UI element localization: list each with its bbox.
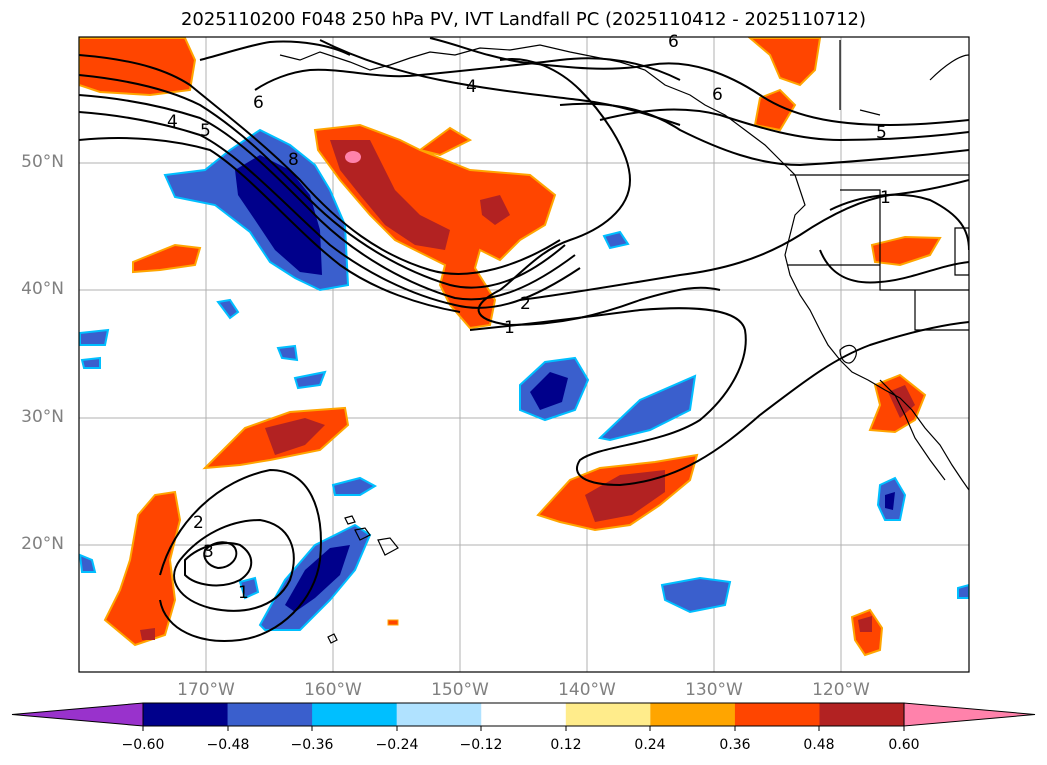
lat-label-30n: 30°N (21, 407, 64, 427)
colorbar-tick: −0.48 (206, 737, 250, 753)
lat-label-20n: 20°N (21, 534, 64, 554)
colorbar-swatch (565, 703, 651, 726)
contour-label: 1 (504, 318, 515, 338)
map-frame (78, 36, 970, 673)
pv-contours (79, 37, 969, 642)
fill-strong-north (330, 140, 450, 250)
contour-label: 1 (880, 188, 891, 208)
lon-label-150w: 150°W (431, 680, 489, 700)
contour-labels: 4 5 6 8 4 6 5 1 2 1 2 3 1 6 (167, 32, 891, 603)
colorbar-swatch (650, 703, 736, 726)
contour-label: 2 (520, 294, 531, 314)
lon-label-170w: 170°W (177, 680, 235, 700)
contour-label: 8 (288, 150, 299, 170)
lat-label-50n: 50°N (21, 152, 64, 172)
contour-label: 6 (712, 85, 723, 105)
colorbar-swatch (227, 703, 313, 726)
fill-strong-negative-nw (235, 155, 322, 275)
colorbar-extend-min (11, 702, 144, 727)
colorbar-tick: 0.12 (550, 737, 582, 753)
contour-label: 3 (203, 542, 214, 562)
colorbar-tick: −0.12 (459, 737, 503, 753)
colorbar-swatch (312, 703, 398, 726)
colorbar-swatch (396, 703, 482, 726)
lon-label-130w: 130°W (685, 680, 743, 700)
contour-label: 1 (238, 583, 249, 603)
contour-label: 6 (253, 93, 264, 113)
lon-label-160w: 160°W (304, 680, 362, 700)
colorbar-tick: 0.24 (634, 737, 666, 753)
contour-label: 6 (668, 32, 679, 52)
contour-label: 2 (193, 513, 204, 533)
lon-label-140w: 140°W (558, 680, 616, 700)
map-title: 2025110200 F048 250 hPa PV, IVT Landfall… (180, 9, 867, 30)
coastlines (279, 40, 969, 644)
lon-label-120w: 120°W (812, 680, 870, 700)
contour-label: 5 (876, 123, 887, 143)
contour-label: 4 (167, 112, 178, 132)
colorbar-tick: 0.60 (888, 737, 920, 753)
colorbar-swatch (819, 703, 905, 726)
colorbar-swatch (734, 703, 820, 726)
colorbar-tick: 0.36 (719, 737, 751, 753)
anomaly-fills (79, 37, 969, 657)
contour-label: 5 (200, 121, 211, 141)
colorbar-extend-max (903, 702, 1036, 727)
colorbar-swatch (143, 703, 229, 726)
contour-label: 4 (466, 77, 477, 97)
colorbar-swatch (481, 703, 567, 726)
colorbar-tick: −0.24 (375, 737, 419, 753)
colorbar-tick: −0.36 (290, 737, 334, 753)
colorbar-tick: −0.60 (121, 737, 165, 753)
lat-label-40n: 40°N (21, 279, 64, 299)
colorbar-tick: 0.48 (803, 737, 835, 753)
